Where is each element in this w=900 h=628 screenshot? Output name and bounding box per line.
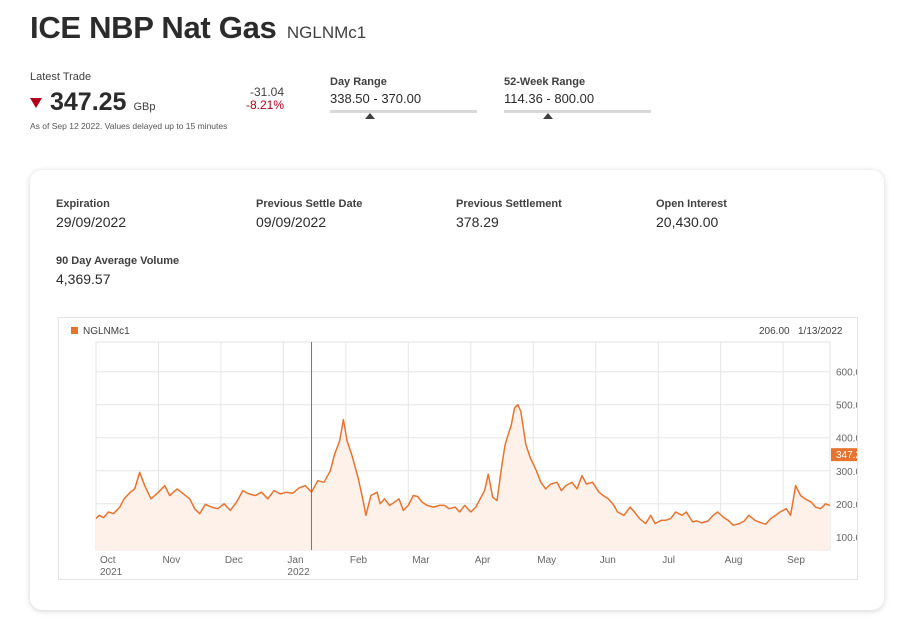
x-tick-label: Jan [287,555,303,566]
week52-range-value: 114.36 - 800.00 [504,91,595,106]
quote-details-card: Expiration 29/09/2022 Previous Settle Da… [30,170,884,610]
legend-label: NGLNMc1 [83,326,130,337]
stat-label: Previous Settle Date [256,198,363,210]
x-tick-label: Sep [787,555,805,566]
x-tick-label: May [537,555,556,566]
page-title: ICE NBP Nat Gas [30,10,277,45]
x-tick-year-label: 2022 [287,567,310,578]
x-tick-year-label: 2021 [100,567,123,578]
x-tick-label: Jun [600,555,616,566]
page-title-row: ICE NBP Nat Gas NGLNMc1 [30,10,366,46]
last-value-text: 347.25 [836,450,857,461]
day-range-bar [330,110,477,113]
week52-range-label: 52-Week Range [504,76,586,88]
x-tick-label: Mar [412,555,430,566]
week52-range-marker [543,113,554,119]
price-line [95,403,831,526]
x-tick-label: Dec [225,555,243,566]
y-tick-label: 500.00 [836,401,857,412]
stat-label: Expiration [56,198,110,210]
latest-price-row: 347.25 GBp [30,88,155,117]
y-tick-label: 300.00 [836,467,857,478]
stat-open-interest: Open Interest 20,430.00 [656,198,727,230]
change-absolute: -31.04 [249,85,284,99]
stat-value: 29/09/2022 [56,214,127,230]
stat-value: 20,430.00 [656,214,719,230]
stat-previous-settlement: Previous Settlement 378.29 [456,198,562,230]
delayed-note: As of Sep 12 2022. Values delayed up to … [30,121,228,131]
price-chart-svg[interactable]: NGLNMc1 206.00 1/13/2022 100.00 200.00 300… [59,318,879,579]
stat-value: 378.29 [456,214,499,230]
stat-previous-settle-date: Previous Settle Date 09/09/2022 [256,198,362,230]
week52-range-bar [504,110,651,113]
ric-code: NGLNMc1 [286,23,367,42]
day-range-label: Day Range [330,76,387,88]
y-tick-label: 600.00 [836,368,857,379]
day-range-value: 338.50 - 370.00 [330,91,422,106]
x-tick-label: Nov [162,555,180,566]
week52-range: 52-Week Range 114.36 - 800.00 [504,76,651,119]
x-tick-label: Apr [475,555,491,566]
price-chart[interactable]: NGLNMc1 206.00 1/13/2022 100.00 200.00 300… [58,317,879,580]
stat-expiration: Expiration 29/09/2022 [56,198,126,230]
y-tick-label: 400.00 [836,434,857,445]
legend-swatch [71,327,78,334]
price-change: -31.04 -8.21% [236,86,284,112]
x-tick-label: Oct [100,555,116,566]
y-tick-label: 100.00 [836,533,857,544]
price-area-fill [96,404,830,550]
stat-label: 90 Day Average Volume [56,255,180,267]
hover-date: 1/13/2022 [798,326,843,337]
stat-label: Previous Settlement [456,198,562,210]
stat-label: Open Interest [656,198,727,210]
x-tick-label: Jul [662,555,675,566]
stat-value: 4,369.57 [56,271,111,287]
day-range-marker [364,113,375,119]
latest-price: 347.25 [50,88,127,116]
down-arrow-icon [30,98,42,108]
y-tick-label: 200.00 [836,500,857,511]
y-axis-labels: 100.00 200.00 300.00 400.00 500.00 600.00 [836,368,867,544]
last-value-label: 347.25 [831,448,879,462]
stat-90-day-average-volume: 90 Day Average Volume 4,369.57 [56,255,179,287]
hover-value: 206.00 [759,326,790,337]
price-unit: GBp [133,101,156,113]
change-percent: -8.21% [245,98,284,112]
latest-trade-label: Latest Trade [30,71,92,83]
day-range: Day Range 338.50 - 370.00 [330,76,477,119]
stat-value: 09/09/2022 [256,214,327,230]
x-tick-label: Feb [350,555,368,566]
x-tick-label: Aug [725,555,743,566]
